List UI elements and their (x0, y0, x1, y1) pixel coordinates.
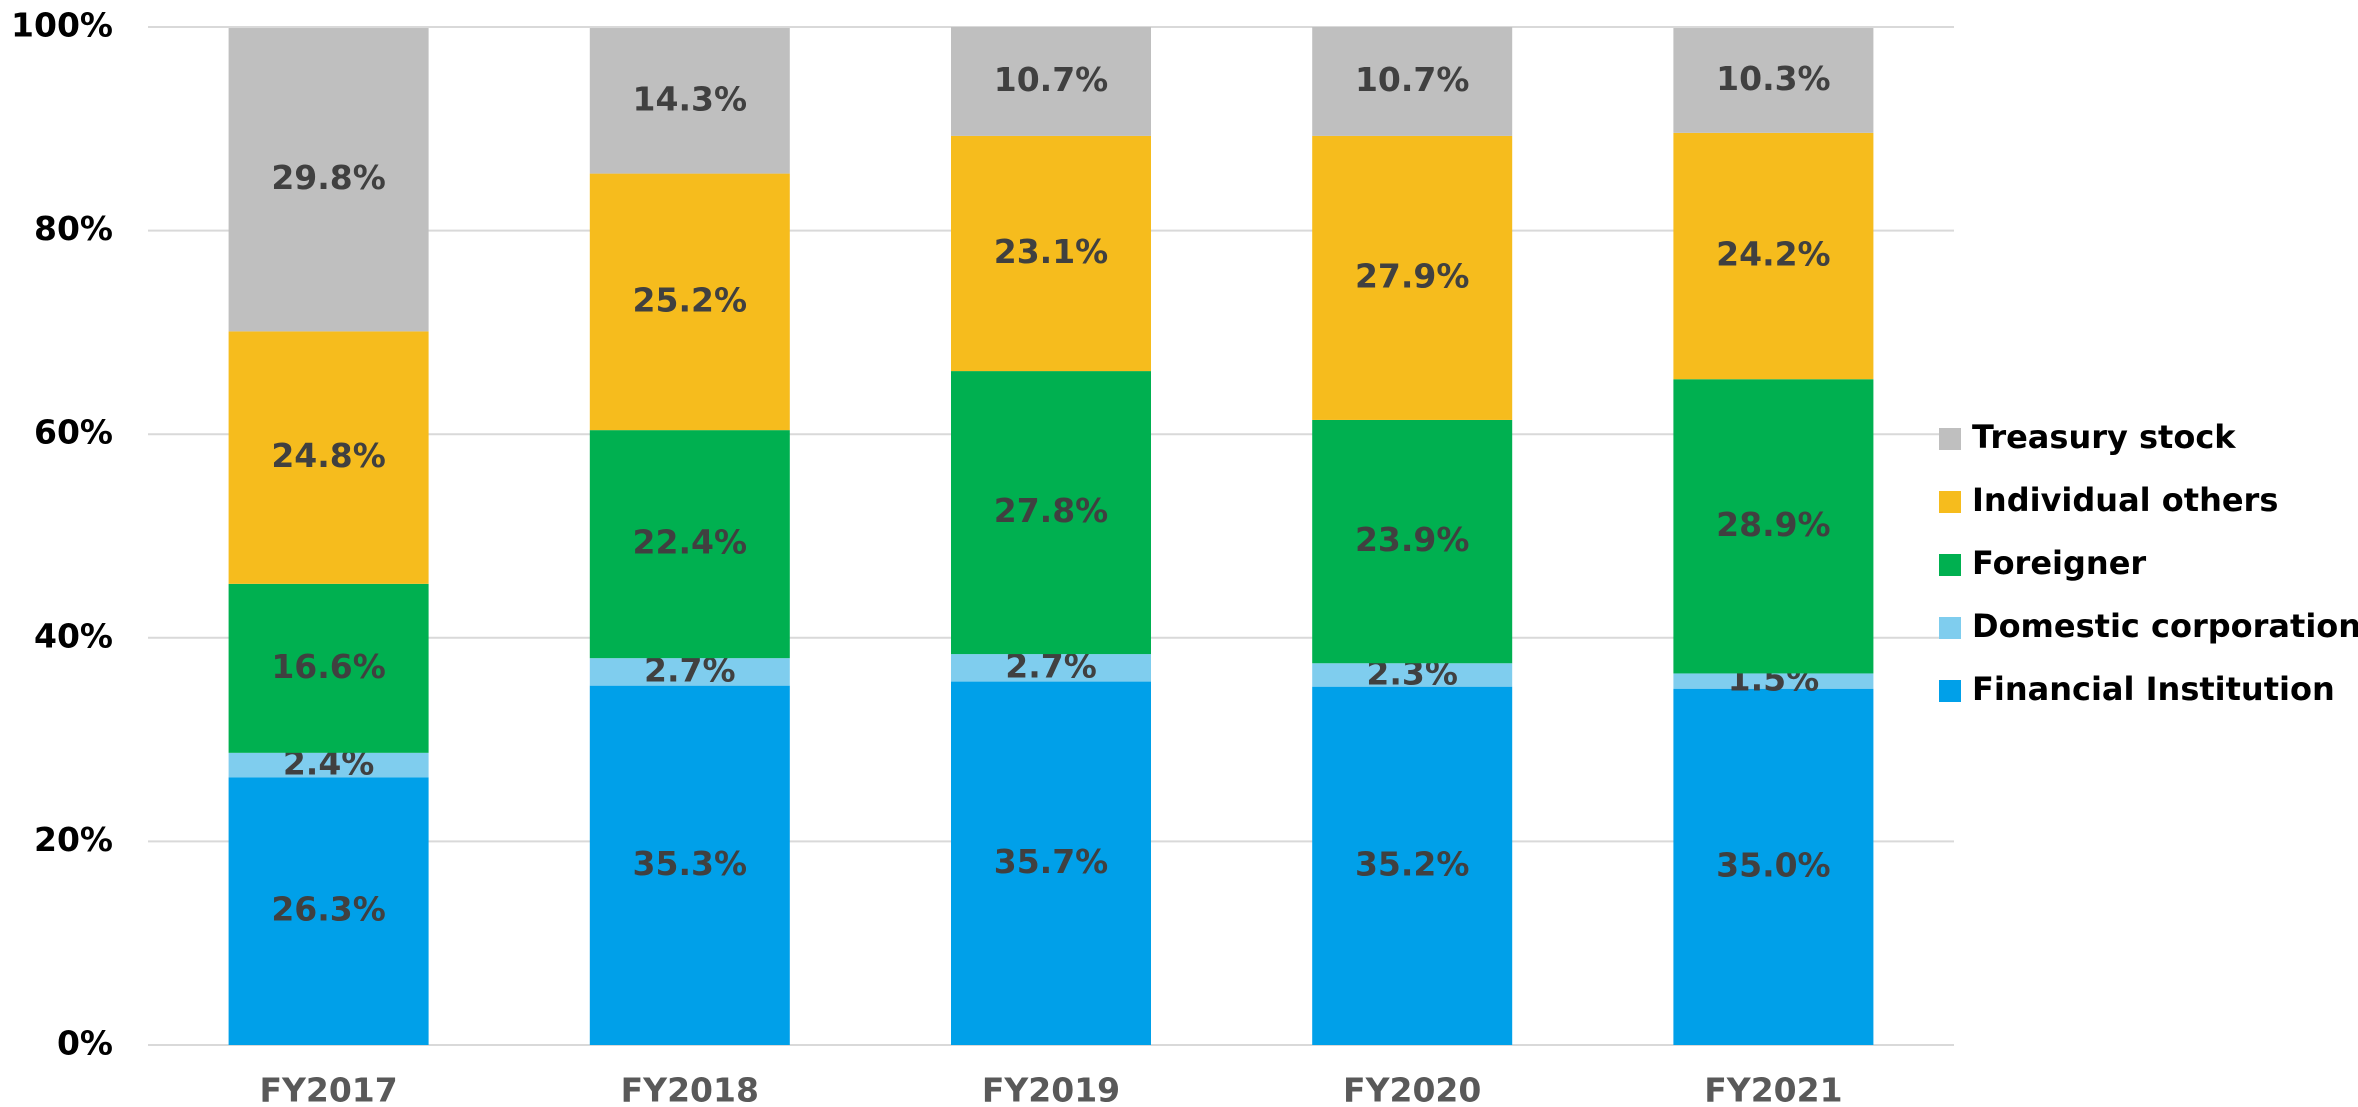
legend-label: Individual others (1972, 481, 2278, 519)
data-label: 14.3% (633, 79, 748, 118)
y-tick-label: 80% (34, 209, 113, 248)
bar-segment (228, 752, 429, 778)
legend-label: Treasury stock (1972, 418, 2236, 456)
bar-segment (1312, 686, 1513, 1045)
bar-segment (951, 654, 1151, 682)
legend-swatch (1939, 617, 1961, 639)
data-label: 35.0% (1716, 845, 1831, 884)
x-tick-label: FY2021 (1704, 1071, 1842, 1107)
data-label: 35.7% (994, 842, 1109, 881)
x-tick-label: FY2019 (982, 1071, 1120, 1107)
data-label: 10.7% (1355, 60, 1470, 99)
bar-segment (1312, 27, 1513, 136)
y-tick-label: 20% (34, 820, 113, 859)
bar-segment (589, 658, 790, 686)
data-label: 16.6% (271, 647, 386, 686)
y-tick-label: 0% (57, 1024, 113, 1063)
data-label: 25.2% (633, 280, 748, 319)
legend-label: Domestic corporation (1972, 607, 2358, 645)
y-tick-label: 100% (11, 6, 113, 45)
legend-swatch (1939, 554, 1961, 576)
data-label: 35.2% (1355, 844, 1470, 883)
data-label: 10.3% (1716, 59, 1831, 98)
bar-segment (1673, 379, 1874, 674)
data-label: 27.9% (1355, 256, 1470, 295)
bar-segment (228, 331, 429, 584)
legend-label: Foreigner (1972, 544, 2146, 582)
bar-segment (228, 583, 429, 753)
bar-segment (951, 681, 1151, 1045)
data-label: 28.9% (1716, 505, 1831, 544)
data-label: 35.3% (633, 844, 748, 883)
x-tick-label: FY2018 (621, 1071, 759, 1107)
bar-segment (589, 685, 790, 1045)
legend-swatch (1939, 491, 1961, 513)
bar-segment (589, 173, 790, 431)
bar-segment (589, 28, 790, 174)
bar-segment (228, 28, 429, 332)
y-tick-label: 40% (34, 616, 113, 655)
data-label: 23.9% (1355, 520, 1470, 559)
bar-segment (1312, 419, 1513, 664)
data-label: 10.7% (994, 60, 1109, 99)
x-tick-label: FY2017 (259, 1071, 397, 1107)
data-label: 23.1% (994, 232, 1109, 271)
bar-segment (951, 135, 1151, 372)
bar-segment (1312, 135, 1513, 420)
y-tick-label: 60% (34, 413, 113, 452)
bar-segment (1673, 673, 1874, 689)
bar-segment (1312, 663, 1513, 687)
data-label: 26.3% (271, 890, 386, 929)
x-tick-label: FY2020 (1343, 1071, 1481, 1107)
legend-swatch (1939, 680, 1961, 702)
data-label: 22.4% (633, 523, 748, 562)
data-label: 29.8% (271, 158, 386, 197)
legend-label: Financial Institution (1972, 670, 2335, 708)
bar-segment (589, 430, 790, 659)
legend-swatch (1939, 428, 1961, 450)
bar-segment (1673, 28, 1874, 133)
data-label: 24.8% (271, 436, 386, 475)
bar-segment (951, 27, 1151, 136)
bar-segment (1673, 132, 1874, 380)
data-label: 27.8% (994, 491, 1109, 530)
bar-segment (1673, 688, 1874, 1045)
bar-segment (228, 777, 429, 1045)
data-label: 24.2% (1716, 235, 1831, 274)
bar-segment (951, 371, 1151, 655)
